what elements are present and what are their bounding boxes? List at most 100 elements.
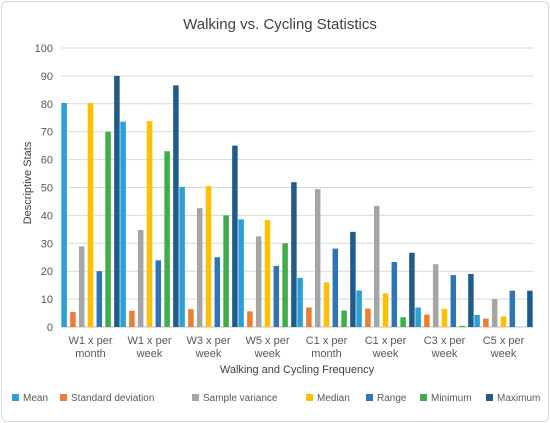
- bar: [173, 85, 179, 327]
- legend-swatch: [60, 394, 67, 401]
- bar: [468, 273, 474, 327]
- gridlines: [61, 47, 533, 328]
- bar: [196, 208, 203, 327]
- legend-item: Range: [366, 393, 407, 404]
- bar: [129, 310, 135, 327]
- bar: [527, 290, 533, 327]
- x-axis-ticks: W1 x per month W1 x per week W3 x per week W5 …: [68, 335, 524, 360]
- legend-item: Minimum: [420, 393, 472, 404]
- y-tick-label: 60: [41, 155, 53, 167]
- bar: [255, 236, 262, 327]
- bar: [179, 186, 185, 327]
- bar: [500, 316, 507, 327]
- bar: [205, 186, 212, 327]
- x-tick-label: W1 x per month: [68, 335, 112, 360]
- bar: [282, 243, 288, 327]
- bar: [382, 293, 389, 327]
- y-tick-label: 100: [35, 43, 53, 55]
- legend-label: Sample variance: [203, 393, 278, 404]
- bar: [247, 311, 253, 327]
- x-tick-label: W3 x per week: [186, 335, 230, 360]
- bar: [146, 121, 153, 328]
- bar: [432, 264, 439, 327]
- x-axis-label: Walking and Cycling Frequency: [220, 364, 375, 376]
- x-tick-label: C5 x per week: [483, 335, 525, 360]
- bar: [273, 265, 280, 327]
- bar: [238, 219, 244, 327]
- legend-swatch: [306, 394, 313, 401]
- legend-label: Mean: [23, 393, 48, 404]
- bar: [78, 246, 85, 327]
- y-tick-label: 80: [41, 99, 53, 111]
- bar: [164, 151, 170, 327]
- bar: [155, 260, 162, 327]
- legend-swatch: [12, 394, 19, 401]
- legend-label: Median: [317, 393, 350, 404]
- bar: [483, 318, 489, 327]
- bar: [373, 205, 380, 327]
- bar: [350, 231, 356, 327]
- bar: [341, 310, 347, 327]
- bar: [223, 215, 229, 327]
- bar: [424, 314, 430, 327]
- bar: [459, 325, 465, 327]
- bar: [450, 275, 457, 327]
- y-axis-ticks: 0 10 20 30 40 50 60 70 80 90 100: [35, 43, 53, 334]
- legend-label: Range: [377, 393, 407, 404]
- bar: [491, 299, 498, 327]
- legend-label: Minimum: [431, 393, 472, 404]
- bar: [120, 121, 126, 327]
- bar: [188, 309, 194, 327]
- x-tick-label: W5 x per week: [245, 335, 289, 360]
- y-axis-label: Descriptive Stats: [22, 141, 34, 224]
- y-tick-label: 0: [47, 322, 53, 334]
- bar: [306, 307, 312, 327]
- bar: [332, 248, 339, 327]
- legend-swatch: [420, 394, 427, 401]
- legend-item: Sample variance: [192, 393, 278, 404]
- bar: [291, 182, 297, 327]
- bar: [105, 131, 111, 327]
- legend-item: Standard deviation: [60, 393, 154, 404]
- bar: [232, 145, 238, 327]
- bar: [61, 102, 67, 327]
- x-tick-label: W1 x per week: [127, 335, 171, 360]
- bar: [415, 307, 421, 327]
- bar: [509, 290, 516, 327]
- y-tick-label: 90: [41, 71, 53, 83]
- legend-item: Median: [306, 393, 350, 404]
- bar: [314, 189, 321, 327]
- legend-item: Maximum: [486, 393, 540, 404]
- y-tick-label: 30: [41, 238, 53, 250]
- x-tick-label: C3 x per week: [424, 335, 466, 360]
- bar: [96, 271, 103, 327]
- bar: [400, 317, 406, 327]
- bar: [365, 308, 371, 327]
- legend: Mean Standard deviation Sample variance Med…: [12, 393, 540, 404]
- legend-label: Standard deviation: [71, 393, 154, 404]
- legend-swatch: [486, 394, 493, 401]
- chart-title: Walking vs. Cycling Statistics: [183, 16, 377, 33]
- legend-item: Mean: [12, 393, 48, 404]
- bar: [264, 220, 271, 327]
- bar: [114, 75, 120, 328]
- y-tick-label: 10: [41, 294, 53, 306]
- bar: [70, 311, 76, 327]
- bar: [297, 277, 303, 327]
- bar: [214, 257, 221, 327]
- bar: [474, 315, 480, 327]
- legend-swatch: [366, 394, 373, 401]
- legend-label: Maximum: [497, 393, 540, 404]
- bars: [61, 75, 533, 328]
- bar: [441, 308, 448, 327]
- x-tick-label: C1 x per month: [306, 335, 348, 360]
- bar: [323, 282, 330, 327]
- y-tick-label: 20: [41, 266, 53, 278]
- bar: [137, 229, 144, 327]
- bar: [356, 290, 362, 327]
- bar: [87, 102, 94, 327]
- y-tick-label: 40: [41, 210, 53, 222]
- bar: [391, 261, 398, 327]
- y-tick-label: 70: [41, 127, 53, 139]
